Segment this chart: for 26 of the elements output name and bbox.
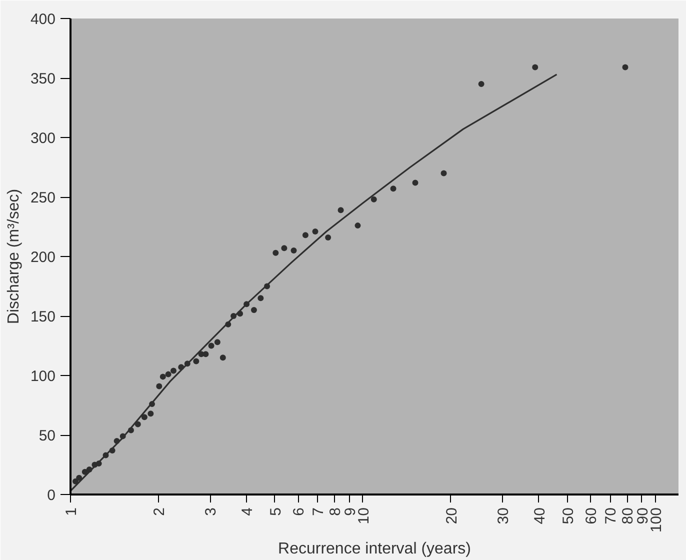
x-tick-label: 5 (267, 508, 284, 516)
x-tick-label: 3 (202, 508, 220, 516)
x-axis-title: Recurrence interval (years) (278, 540, 471, 558)
y-tick-label: 350 (30, 70, 56, 88)
y-tick-label: 50 (38, 428, 56, 444)
x-tick-label: 60 (582, 507, 600, 524)
x-tick-label: 6 (290, 508, 308, 516)
y-tick-label: 100 (30, 368, 56, 385)
x-tick-label: 20 (443, 507, 460, 524)
x-tick-label: 7 (310, 508, 328, 516)
x-tick-label: 8 (327, 508, 344, 516)
x-tick-label: 30 (494, 507, 512, 524)
y-tick-label: 300 (30, 130, 56, 147)
y-axis-title: Discharge (m³/sec) (5, 188, 22, 324)
x-tick-label: 4 (239, 508, 256, 516)
y-tick-label: 150 (30, 308, 56, 326)
x-tick-label: 40 (531, 507, 548, 524)
y-tick-label: 250 (30, 190, 56, 206)
y-tick-label: 0 (47, 487, 56, 504)
y-tick-label: 400 (30, 11, 56, 28)
x-tick-label: 1 (63, 508, 80, 516)
y-tick-label: 200 (30, 249, 56, 266)
x-tick-label: 50 (560, 507, 577, 524)
x-tick-label: 70 (602, 507, 620, 524)
x-tick-label: 80 (620, 507, 637, 524)
x-tick-label: 2 (151, 508, 168, 516)
